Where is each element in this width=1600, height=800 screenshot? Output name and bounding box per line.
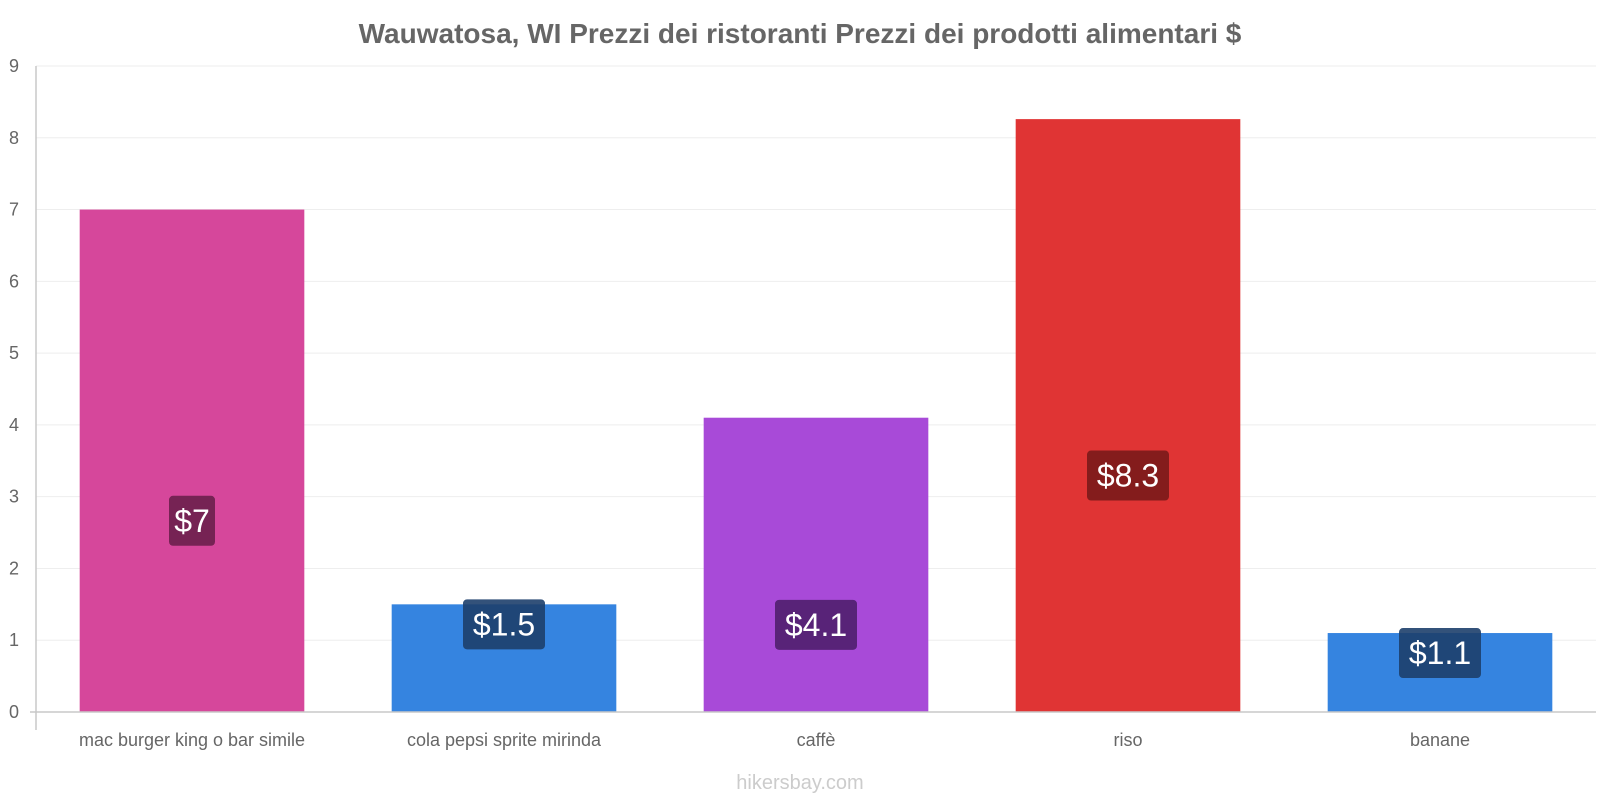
value-label: $1.5 — [463, 599, 545, 650]
y-tick-label: 9 — [9, 56, 19, 76]
value-label-text: $7 — [174, 503, 210, 539]
bar — [703, 417, 929, 712]
x-axis-labels: mac burger king o bar simile cola pepsi s… — [79, 730, 1470, 750]
y-axis-ticks: 0 1 2 3 4 5 6 7 8 9 — [9, 56, 19, 722]
bar — [79, 209, 305, 713]
x-tick-label: mac burger king o bar simile — [79, 730, 305, 750]
value-label-text: $1.1 — [1409, 635, 1471, 671]
value-label: $8.3 — [1087, 450, 1169, 501]
value-label-text: $1.5 — [473, 606, 535, 642]
value-label-text: $8.3 — [1097, 458, 1159, 494]
y-tick-label: 7 — [9, 200, 19, 220]
y-tick-label: 4 — [9, 415, 19, 435]
value-label-box — [1399, 628, 1481, 679]
y-tick-label: 5 — [9, 343, 19, 363]
y-tick-label: 8 — [9, 128, 19, 148]
y-tick-label: 0 — [9, 702, 19, 722]
bar — [1015, 119, 1241, 713]
chart-title: Wauwatosa, WI Prezzi dei ristoranti Prez… — [359, 18, 1242, 49]
value-label-box — [463, 599, 545, 650]
value-label-box — [775, 599, 857, 650]
y-tick-label: 3 — [9, 487, 19, 507]
value-label-box — [1087, 450, 1169, 501]
value-labels: $7 $1.5 $4.1 $8.3 $1.1 — [169, 450, 1481, 679]
y-tick-label: 2 — [9, 558, 19, 578]
x-tick-label: caffè — [797, 730, 836, 750]
value-label-box — [169, 495, 215, 546]
y-tick-label: 1 — [9, 630, 19, 650]
x-tick-label: riso — [1113, 730, 1142, 750]
value-label: $1.1 — [1399, 628, 1481, 679]
value-label-text: $4.1 — [785, 607, 847, 643]
value-label: $4.1 — [775, 599, 857, 650]
x-tick-label: banane — [1410, 730, 1470, 750]
y-tick-label: 6 — [9, 271, 19, 291]
x-tick-label: cola pepsi sprite mirinda — [407, 730, 602, 750]
value-label: $7 — [169, 495, 215, 546]
bars — [79, 119, 1553, 713]
site-credit: hikersbay.com — [736, 772, 863, 794]
